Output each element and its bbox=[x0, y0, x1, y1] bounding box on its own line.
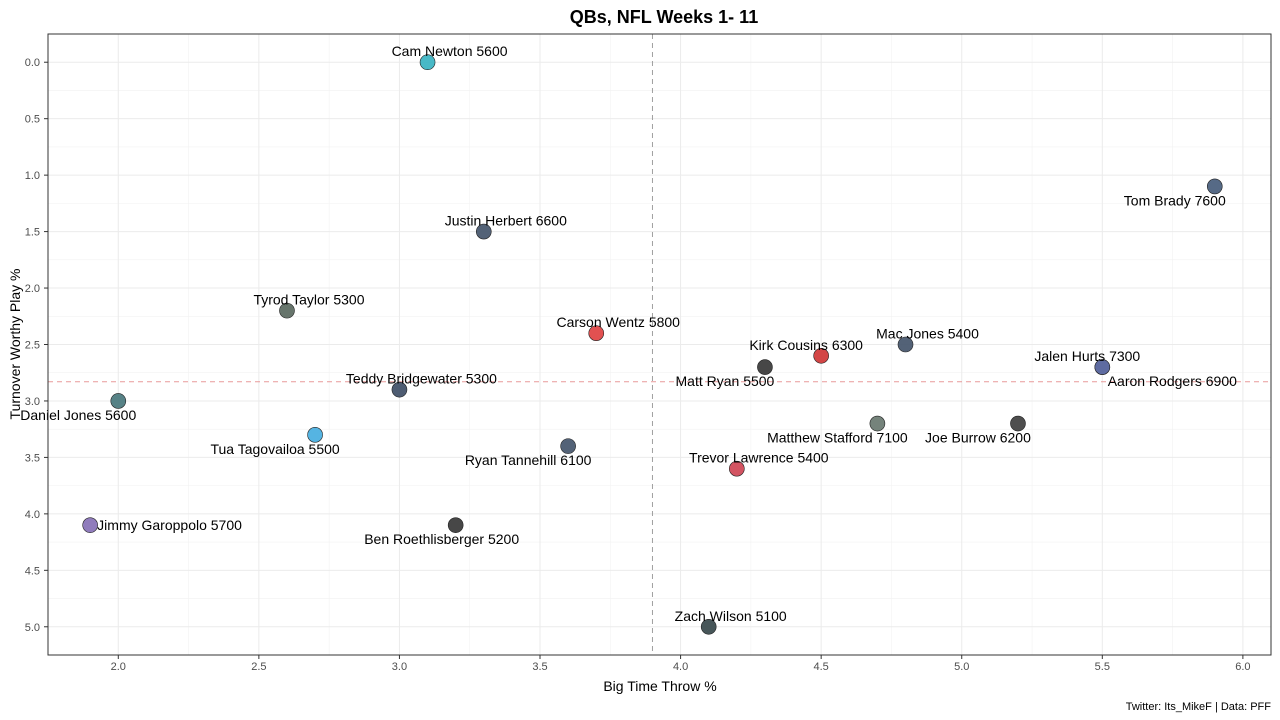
x-tick-label: 6.0 bbox=[1235, 661, 1250, 673]
minor-gridlines bbox=[47, 33, 1271, 656]
data-point bbox=[757, 359, 773, 375]
point-label: Ryan Tannehill 6100 bbox=[465, 452, 592, 468]
point-label: Justin Herbert 6600 bbox=[445, 213, 567, 229]
major-gridlines bbox=[48, 34, 1271, 655]
x-tick-label: 2.0 bbox=[111, 661, 126, 673]
y-tick-label: 0.0 bbox=[25, 57, 40, 69]
point-label: Cam Newton 5600 bbox=[392, 43, 508, 59]
point-label: Zach Wilson 5100 bbox=[675, 608, 787, 624]
x-tick-label: 3.0 bbox=[392, 661, 407, 673]
data-point bbox=[729, 460, 745, 477]
y-axis-ticks: 0.0 0.5 1.0 1.5 2.0 2.5 3.0 3.5 4.0 4.5 5.0 bbox=[25, 57, 48, 634]
x-axis-title: Big Time Throw % bbox=[603, 678, 716, 694]
data-point bbox=[391, 381, 408, 398]
point-label: Joe Burrow 6200 bbox=[925, 430, 1031, 446]
point-label: Tom Brady 7600 bbox=[1124, 192, 1226, 208]
x-tick-label: 3.5 bbox=[532, 661, 547, 673]
point-label: Teddy Bridgewater 5300 bbox=[346, 371, 497, 387]
data-point bbox=[588, 325, 605, 342]
point-label: Aaron Rodgers 6900 bbox=[1108, 373, 1237, 389]
y-axis-title: Turnover Worthy Play % bbox=[7, 269, 23, 420]
data-point bbox=[475, 223, 492, 240]
data-point bbox=[1206, 178, 1223, 195]
y-tick-label: 3.0 bbox=[25, 396, 40, 408]
y-tick-label: 1.5 bbox=[25, 227, 40, 239]
data-points bbox=[82, 54, 1223, 635]
point-label: Kirk Cousins 6300 bbox=[749, 337, 863, 353]
data-point bbox=[82, 517, 98, 533]
x-tick-label: 2.5 bbox=[251, 661, 266, 673]
y-tick-label: 3.5 bbox=[25, 452, 40, 464]
data-point bbox=[813, 347, 829, 364]
point-label: Tyrod Taylor 5300 bbox=[253, 292, 364, 308]
point-labels: Cam Newton 5600 Tom Brady 7600 Justin Herb… bbox=[20, 43, 1237, 624]
x-tick-label: 4.5 bbox=[814, 661, 829, 673]
data-point bbox=[897, 336, 914, 353]
point-label: Mac Jones 5400 bbox=[876, 326, 979, 342]
x-axis-ticks: 2.0 2.5 3.0 3.5 4.0 4.5 5.0 5.5 6.0 bbox=[111, 655, 1251, 673]
data-point bbox=[110, 393, 127, 409]
data-point bbox=[1094, 359, 1111, 375]
point-label: Jalen Hurts 7300 bbox=[1034, 348, 1140, 364]
y-tick-label: 1.0 bbox=[25, 170, 40, 182]
y-tick-label: 4.5 bbox=[25, 565, 40, 577]
y-tick-label: 2.0 bbox=[25, 283, 40, 295]
data-point bbox=[447, 517, 464, 533]
x-tick-label: 5.5 bbox=[1095, 661, 1110, 673]
data-point bbox=[560, 438, 576, 454]
point-label: Trevor Lawrence 5400 bbox=[689, 450, 829, 466]
point-label: Daniel Jones 5600 bbox=[20, 407, 136, 423]
data-point bbox=[307, 427, 323, 443]
data-point bbox=[1010, 415, 1026, 432]
x-tick-label: 4.0 bbox=[673, 661, 688, 673]
y-tick-label: 0.5 bbox=[25, 114, 40, 126]
point-label: Matt Ryan 5500 bbox=[676, 373, 775, 389]
data-point bbox=[419, 54, 436, 71]
reference-lines bbox=[48, 34, 1271, 655]
point-label: Jimmy Garoppolo 5700 bbox=[97, 517, 242, 533]
y-tick-label: 2.5 bbox=[25, 340, 40, 352]
point-label: Tua Tagovailoa 5500 bbox=[210, 441, 339, 457]
point-label: Matthew Stafford 7100 bbox=[767, 430, 908, 446]
chart-title: QBs, NFL Weeks 1- 11 bbox=[570, 7, 758, 27]
y-tick-label: 4.0 bbox=[25, 509, 40, 521]
data-point bbox=[869, 415, 886, 432]
x-tick-label: 5.0 bbox=[954, 661, 969, 673]
point-label: Carson Wentz 5800 bbox=[556, 314, 680, 330]
data-point bbox=[700, 618, 717, 635]
point-label: Ben Roethlisberger 5200 bbox=[364, 531, 519, 547]
data-point bbox=[279, 302, 295, 319]
chart-caption: Twitter: Its_MikeF | Data: PFF bbox=[1126, 701, 1272, 713]
y-tick-label: 5.0 bbox=[25, 622, 40, 634]
